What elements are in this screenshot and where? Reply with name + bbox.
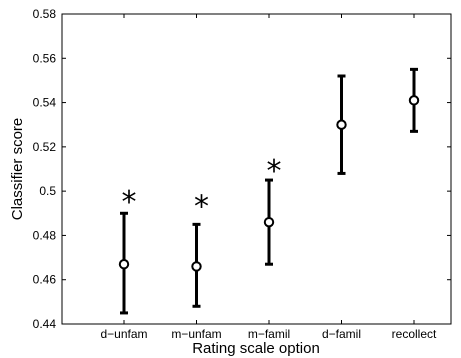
x-tick-label: m−unfam: [171, 327, 221, 341]
y-axis-label: Classifier score: [9, 118, 26, 221]
data-point: [408, 95, 420, 106]
significance-marker: *: [267, 154, 282, 189]
data-point: [118, 259, 130, 270]
y-tick-label: 0.5: [39, 184, 56, 198]
data-marks: * * *: [118, 67, 420, 315]
x-axis-label: Rating scale option: [192, 340, 320, 357]
data-point: [336, 119, 347, 130]
y-tick-label: 0.46: [33, 273, 57, 287]
tick-group: 0.44 0.46 0.48 0.5 0.52 0.54 0.56 0.58 d−unfam m−…: [33, 7, 451, 341]
y-tick-label: 0.58: [33, 7, 57, 21]
x-tick-label: d−unfam: [100, 327, 147, 341]
data-point: [263, 216, 275, 228]
significance-marker: *: [194, 190, 209, 225]
data-point: [191, 261, 202, 272]
y-tick-label: 0.48: [33, 228, 57, 242]
x-tick-label: recollect: [392, 327, 437, 341]
y-tick-label: 0.56: [33, 51, 57, 65]
y-tick-label: 0.54: [33, 96, 57, 110]
plot-area-frame: [61, 13, 452, 325]
x-tick-label: m−famil: [248, 327, 290, 341]
x-tick-label: d−famil: [322, 327, 361, 341]
y-tick-label: 0.44: [33, 317, 57, 331]
y-tick-label: 0.52: [33, 140, 57, 154]
significance-marker: *: [122, 185, 137, 220]
